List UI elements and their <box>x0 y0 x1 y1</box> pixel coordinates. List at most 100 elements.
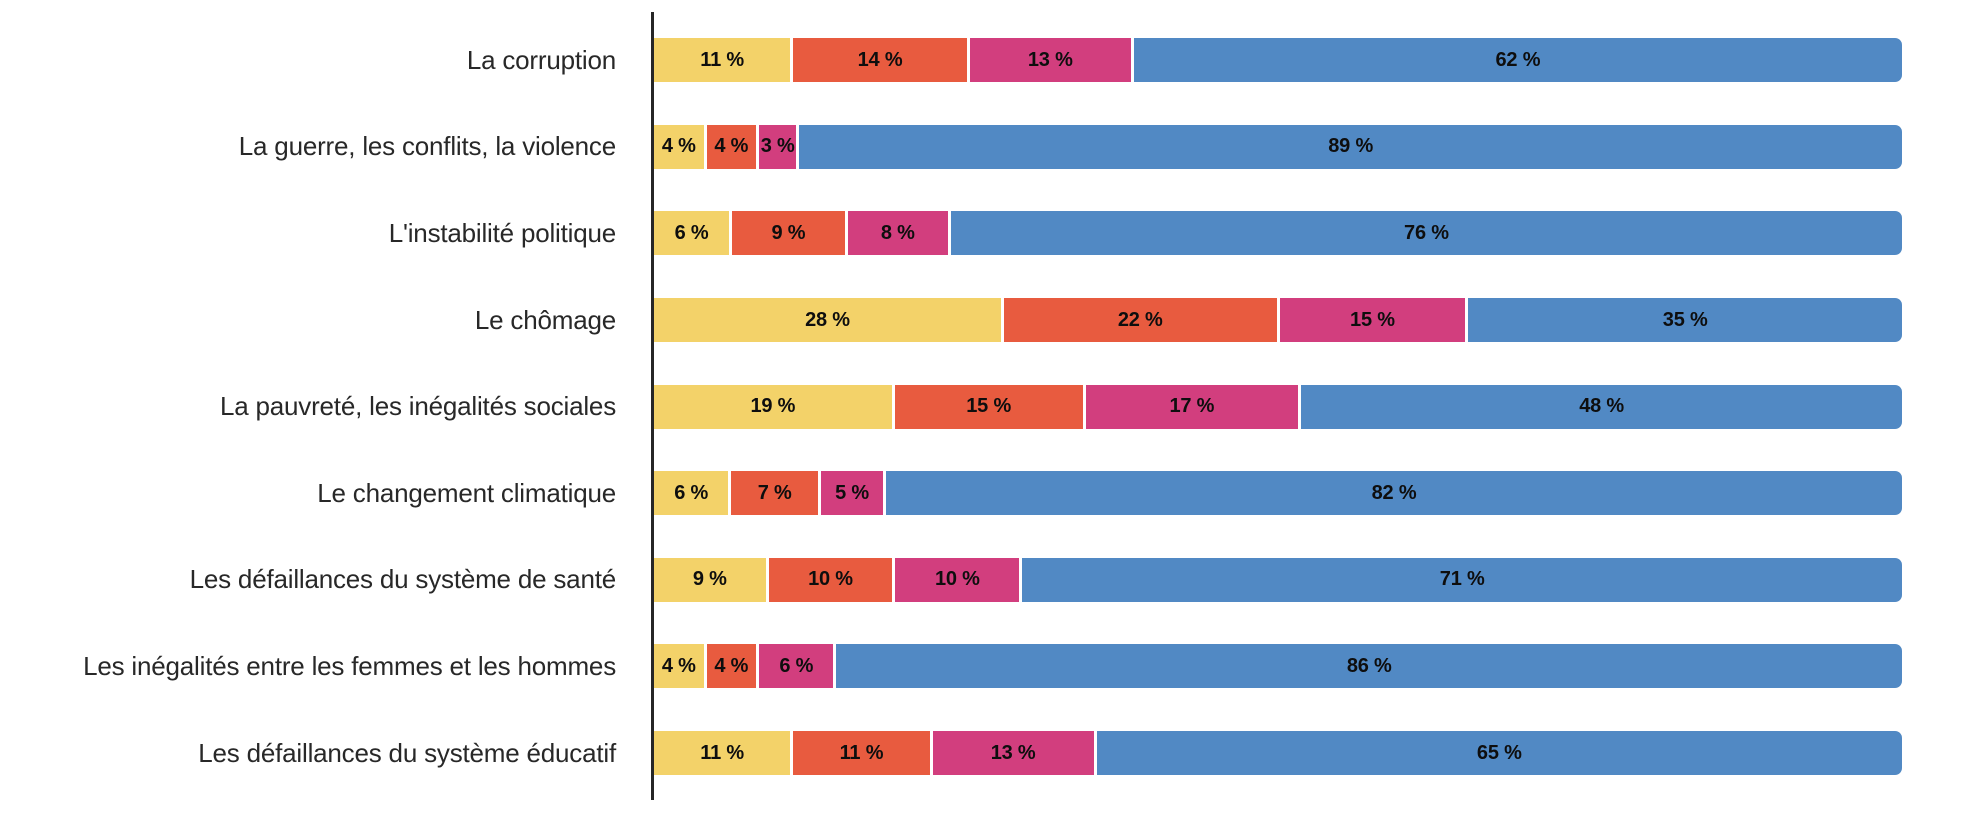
category-label: Le changement climatique <box>317 477 616 508</box>
category-label: La corruption <box>466 44 616 75</box>
bar-segment-segment-2-orange: 9 % <box>732 211 845 256</box>
value-label: 15 % <box>1350 308 1395 331</box>
bar-segment-segment-4-blue: 35 % <box>1468 298 1902 343</box>
value-label: 86 % <box>1346 654 1392 677</box>
bar-segment-segment-2-orange: 14 % <box>793 38 967 83</box>
bar-segment-segment-4-blue: 86 % <box>836 644 1903 689</box>
value-label: 4 % <box>661 654 696 677</box>
bar-segment-segment-2-orange: 4 % <box>706 644 757 689</box>
value-label: 7 % <box>757 481 792 504</box>
value-label: 9 % <box>771 221 806 244</box>
value-label: 17 % <box>1169 395 1215 418</box>
value-label: 89 % <box>1328 135 1374 158</box>
category-label: Les défaillances du système éducatif <box>198 737 616 768</box>
value-label: 15 % <box>966 395 1012 418</box>
stacked-bar: 6 % 7 % 5 % 82 % <box>654 471 1903 516</box>
bar-segment-segment-4-blue: 62 % <box>1133 38 1902 83</box>
value-label: 19 % <box>750 395 796 418</box>
bar-segment-segment-4-blue: 48 % <box>1301 384 1902 429</box>
bar-segment-segment-2-orange: 10 % <box>768 557 893 602</box>
value-label: 8 % <box>880 221 915 244</box>
value-label: 28 % <box>805 308 850 331</box>
stacked-bar: 4 % 4 % 6 % 86 % <box>654 644 1903 689</box>
chart-row: La guerre, les conflits, la violence 4 % 4… <box>0 104 1968 191</box>
value-label: 5 % <box>835 481 869 504</box>
value-label: 71 % <box>1439 568 1485 591</box>
category-label: La pauvreté, les inégalités sociales <box>219 391 616 422</box>
chart-row: L'instabilité politique 6 % 9 % 8 % 76 % <box>0 190 1968 277</box>
bar-segment-segment-1-yellow: 11 % <box>654 38 791 83</box>
stacked-bar: 11 % 11 % 13 % 65 % <box>654 731 1902 776</box>
value-label: 11 % <box>700 48 744 71</box>
bar-segment-segment-1-yellow: 6 % <box>654 471 729 516</box>
value-label: 82 % <box>1371 481 1417 504</box>
rows-container: La corruption 11 % 14 % 13 % 62 % La guerre, … <box>0 17 1968 796</box>
bar-segment-segment-3-magenta: 8 % <box>847 211 948 256</box>
bar-segment-segment-4-blue: 65 % <box>1096 731 1902 776</box>
bar-segment-segment-1-yellow: 9 % <box>654 557 766 602</box>
category-label: L'instabilité politique <box>388 217 616 248</box>
value-label: 35 % <box>1662 308 1708 331</box>
value-label: 3 % <box>760 135 795 158</box>
bar-segment-segment-4-blue: 89 % <box>799 124 1902 169</box>
chart-row: Le chômage 28 % 22 % 15 % 35 % <box>0 277 1968 364</box>
bar-segment-segment-1-yellow: 4 % <box>654 644 704 689</box>
bar-segment-segment-1-yellow: 11 % <box>654 731 791 776</box>
value-label: 9 % <box>692 568 727 591</box>
chart-row: Les défaillances du système éducatif 11 %… <box>0 710 1968 797</box>
stacked-bar: 19 % 15 % 17 % 48 % <box>654 384 1902 429</box>
bar-segment-segment-4-blue: 71 % <box>1022 557 1903 602</box>
y-axis-line <box>651 12 654 800</box>
bar-segment-segment-3-magenta: 6 % <box>759 644 834 689</box>
bar-segment-segment-1-yellow: 6 % <box>654 211 730 256</box>
category-label: Le chômage <box>474 304 616 335</box>
value-label: 11 % <box>700 741 744 764</box>
bar-segment-segment-2-orange: 15 % <box>894 384 1083 429</box>
bar-segment-segment-1-yellow: 19 % <box>654 384 892 429</box>
stacked-bar: 6 % 9 % 8 % 76 % <box>654 211 1903 256</box>
value-label: 4 % <box>661 135 696 158</box>
bar-segment-segment-1-yellow: 28 % <box>654 298 1001 343</box>
value-label: 13 % <box>1027 48 1073 71</box>
value-label: 22 % <box>1117 308 1163 331</box>
chart-row: Les inégalités entre les femmes et les h… <box>0 623 1968 710</box>
chart-row: Les défaillances du système de santé 9 % 1… <box>0 537 1968 624</box>
value-label: 48 % <box>1579 395 1625 418</box>
value-label: 76 % <box>1404 221 1449 244</box>
value-label: 11 % <box>839 741 884 764</box>
chart-row: La corruption 11 % 14 % 13 % 62 % <box>0 17 1968 104</box>
bar-segment-segment-3-magenta: 13 % <box>932 731 1094 776</box>
bar-segment-segment-3-magenta: 10 % <box>895 557 1020 602</box>
bar-segment-segment-2-orange: 4 % <box>706 124 757 169</box>
category-label: La guerre, les conflits, la violence <box>238 131 616 162</box>
value-label: 13 % <box>990 741 1036 764</box>
value-label: 6 % <box>674 481 709 504</box>
chart-row: La pauvreté, les inégalités sociales 19 %… <box>0 363 1968 450</box>
value-label: 6 % <box>779 654 814 677</box>
value-label: 62 % <box>1495 48 1541 71</box>
value-label: 14 % <box>857 48 903 71</box>
value-label: 4 % <box>714 654 749 677</box>
stacked-bar: 9 % 10 % 10 % 71 % <box>654 557 1903 602</box>
bar-segment-segment-3-magenta: 5 % <box>821 471 884 516</box>
chart-row: Le changement climatique 6 % 7 % 5 % 82 % <box>0 450 1968 537</box>
bar-segment-segment-3-magenta: 15 % <box>1279 298 1466 343</box>
bar-segment-segment-4-blue: 82 % <box>886 471 1903 516</box>
stacked-bar: 28 % 22 % 15 % 35 % <box>654 298 1902 343</box>
bar-segment-segment-1-yellow: 4 % <box>654 124 704 169</box>
category-label: Les inégalités entre les femmes et les h… <box>83 650 616 681</box>
bar-segment-segment-3-magenta: 17 % <box>1085 384 1299 429</box>
value-label: 4 % <box>714 135 749 158</box>
bar-segment-segment-2-orange: 11 % <box>793 731 930 776</box>
value-label: 6 % <box>674 221 709 244</box>
bar-segment-segment-3-magenta: 3 % <box>759 124 797 169</box>
category-label: Les défaillances du système de santé <box>189 564 617 595</box>
value-label: 65 % <box>1476 741 1522 764</box>
bar-segment-segment-3-magenta: 13 % <box>969 38 1131 83</box>
value-label: 10 % <box>934 568 980 591</box>
stacked-bar: 11 % 14 % 13 % 62 % <box>654 38 1902 83</box>
bar-segment-segment-4-blue: 76 % <box>950 211 1903 256</box>
value-label: 10 % <box>808 568 853 591</box>
stacked-bar: 4 % 4 % 3 % 89 % <box>654 124 1902 169</box>
